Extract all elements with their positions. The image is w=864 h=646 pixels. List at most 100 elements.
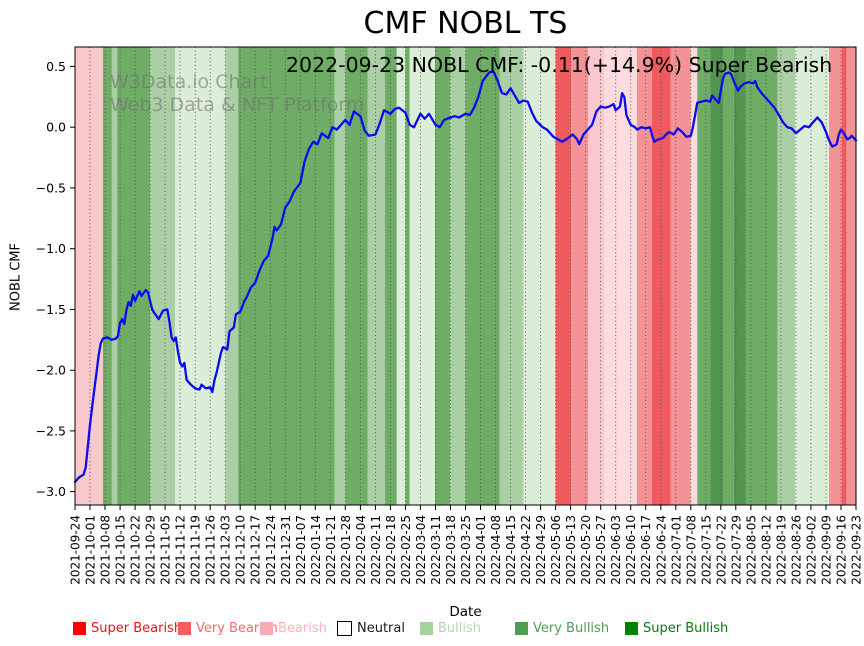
legend-label: Bullish [438,621,482,636]
legend-item-very-bullish: Very Bullish [515,621,609,636]
x-tick-label: 2021-11-26 [204,515,218,585]
x-tick-label: 2022-07-08 [684,515,698,585]
x-tick-label: 2022-06-10 [624,515,638,585]
sentiment-band-bullish [334,47,346,505]
legend-swatch [178,622,191,635]
sentiment-band-very_bullish [745,47,778,505]
sentiment-band-bullish [367,47,386,505]
y-tick-label: −1.0 [36,241,66,256]
sentiment-band-bullish [777,47,796,505]
legend-label: Super Bearish [91,621,183,636]
x-tick-label: 2022-06-17 [639,515,653,585]
x-tick-label: 2022-03-25 [459,515,473,585]
legend-swatch [625,622,638,635]
x-tick-label: 2022-01-07 [294,515,308,585]
latest-value-annotation: 2022-09-23 NOBL CMF: -0.11(+14.9%) Super… [286,53,833,77]
x-tick-label: 2022-01-21 [324,515,338,585]
sentiment-band-bullish [225,47,239,505]
sentiment-band-bullish_pale [175,47,226,505]
x-tick-label: 2022-08-19 [774,515,788,585]
legend-swatch [260,622,273,635]
x-tick-label: 2021-10-15 [114,515,128,585]
legend-item-super-bullish: Super Bullish [625,621,728,636]
x-tick-label: 2022-09-23 [850,515,864,585]
sentiment-band-very_bearish [670,47,691,505]
x-tick-label: 2021-12-17 [249,515,263,585]
x-tick-label: 2021-10-29 [144,515,158,585]
sentiment-band-very_bullish [465,47,500,505]
x-tick-label: 2022-05-27 [594,515,608,585]
sentiment-band-bullish_pale [396,47,406,505]
sentiment-band-bullish [499,47,524,505]
sentiment-band-bullish_pale [795,47,829,505]
legend-item-bearish: Bearish [260,621,327,636]
x-tick-label: 2022-09-16 [835,515,849,585]
x-tick-label: 2021-11-12 [174,515,188,585]
x-tick-label: 2021-12-10 [234,515,248,585]
legend-item-very-bearish: Very Bearish [178,621,278,636]
x-tick-label: 2021-12-31 [279,515,293,585]
x-tick-label: 2022-04-22 [519,515,533,585]
sentiment-band-very_bearish [846,47,856,505]
sentiment-band-very_bearish_strong [841,47,847,505]
x-tick-label: 2022-04-15 [504,515,518,585]
sentiment-band-very_bullish [117,47,151,505]
legend-label: Super Bullish [643,621,729,636]
x-tick-label: 2022-02-11 [369,515,383,585]
sentiment-band-bullish [150,47,175,505]
sentiment-band-bullish_pale [523,47,556,505]
sentiment-band-very_bullish [238,47,335,505]
legend-swatch [337,621,352,636]
x-tick-label: 2022-04-01 [474,515,488,585]
y-axis-title: NOBL CMF [8,242,24,312]
legend-swatch [515,622,528,635]
y-tick-label: −1.5 [36,302,66,317]
y-tick-label: 0.0 [46,120,66,135]
legend-swatch [420,622,433,635]
y-tick-label: −0.5 [36,180,66,195]
x-tick-label: 2021-12-24 [264,515,278,585]
legend-label: Very Bullish [533,621,610,636]
watermark-line1: W3Data.io Chart [110,71,268,93]
x-tick-label: 2021-10-08 [99,515,113,585]
sentiment-band-bullish [111,47,117,505]
sentiment-band-very_bullish [723,47,734,505]
x-tick-label: 2022-05-20 [579,515,593,585]
sentiment-band-very_bullish_dark [733,47,746,505]
sentiment-band-very_bullish [345,47,368,505]
sentiment-band-very_bearish [571,47,589,505]
legend-item-neutral: Neutral [337,621,405,636]
legend-swatch [73,622,86,635]
legend-label: Bearish [278,621,327,636]
x-tick-label: 2022-07-29 [729,515,743,585]
legend-label: Very Bearish [196,621,278,636]
x-tick-label: 2022-01-14 [309,515,323,585]
legend-item-super-bearish: Super Bearish [73,621,182,636]
x-tick-label: 2022-05-13 [564,515,578,585]
sentiment-band-very_bullish_dark [710,47,723,505]
cmf-line [73,70,858,484]
x-tick-label: 2022-09-09 [820,515,834,585]
watermark-line2: Web3 Data & NFT Platform [110,94,365,116]
x-tick-label: 2021-10-01 [84,515,98,585]
x-tick-label: 2022-07-15 [699,515,713,585]
y-tick-label: −2.0 [36,363,66,378]
x-tick-label: 2022-02-18 [384,515,398,585]
x-tick-label: 2022-05-06 [549,515,563,585]
sentiment-band-very_bullish [102,47,112,505]
x-tick-label: 2022-07-01 [669,515,683,585]
plot-border [74,46,857,506]
sentiment-band-bearish_pale [604,47,637,505]
x-tick-label: 2022-02-04 [354,515,368,585]
sentiment-band-bearish_pale [690,47,698,505]
sentiment-band-very_bearish [829,47,842,505]
sentiment-band-bearish [588,47,605,505]
legend: Super Bearish Very Bearish Bearish Neutral B… [0,621,864,639]
chart-title: CMF NOBL TS [363,6,568,41]
y-tick-label: −2.5 [36,423,66,438]
x-tick-label: 2022-08-12 [759,515,773,585]
x-tick-label: 2022-07-22 [714,515,728,585]
x-tick-label: 2021-11-05 [159,515,173,585]
